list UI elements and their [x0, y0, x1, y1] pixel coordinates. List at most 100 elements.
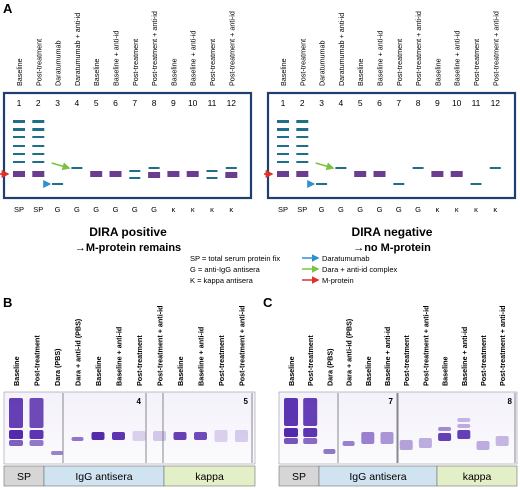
lane-number: 5	[358, 98, 363, 108]
gel-title: DIRA negative	[352, 225, 433, 239]
gel-band	[303, 428, 318, 437]
lane-antiserum: SP	[33, 205, 43, 214]
gel-band	[13, 153, 25, 155]
gel-band	[277, 128, 289, 131]
gel-band	[412, 167, 424, 169]
gel-band	[296, 128, 309, 131]
gel-band	[194, 432, 207, 440]
gel-band	[90, 171, 103, 177]
gel-band	[132, 431, 146, 441]
lane-antiserum: κ	[172, 205, 176, 214]
gel-band	[470, 183, 482, 185]
gel-band	[457, 418, 471, 422]
lane-header: Post-treatment + anti-id	[491, 11, 500, 86]
lane-antiserum: SP	[278, 205, 288, 214]
gel-subtitle: →M-protein remains	[75, 242, 181, 254]
lane-header: Post-treatment	[217, 335, 226, 386]
gel-background	[3, 391, 256, 465]
lane-number: 9	[435, 98, 440, 108]
lane-header: Post-treatment	[34, 39, 43, 86]
lane-header: Post-treatment + anti-id	[414, 11, 423, 86]
lane-antiserum: G	[151, 205, 157, 214]
lane-header: Baseline + anti-id	[383, 327, 392, 386]
lane-header: Post-treatment	[472, 39, 481, 86]
legend-definition-g: G = anti-IgG antisera	[190, 265, 261, 274]
antisera-label: kappa	[463, 471, 492, 483]
lane-antiserum: G	[74, 205, 80, 214]
gel-band	[235, 430, 248, 442]
gel-band	[9, 440, 23, 446]
lane-antiserum: κ	[455, 205, 459, 214]
gel-band	[13, 120, 25, 123]
lane-number: 4	[339, 98, 344, 108]
lane-header: Dara + anti-id (PBS)	[74, 318, 83, 386]
lane-antiserum: G	[55, 205, 61, 214]
lane-antiserum: G	[113, 205, 119, 214]
gel-band	[277, 145, 289, 147]
segment-number: 7	[389, 397, 394, 406]
gel-band	[32, 136, 45, 138]
lane-number: 12	[227, 98, 237, 108]
antisera-box	[436, 465, 518, 487]
gel-band	[9, 398, 23, 428]
gel-band	[418, 438, 432, 448]
gel-band	[277, 120, 289, 123]
gel-band	[52, 183, 64, 185]
gel-band	[438, 427, 452, 431]
gel-band	[431, 171, 444, 177]
lane-header: Dara + anti-id (PBS)	[345, 318, 354, 386]
lane-header: Baseline	[12, 356, 21, 386]
lane-header: Daratumumab + anti-id	[73, 13, 82, 86]
gel-band	[9, 430, 23, 439]
lane-header: Post-treatment + anti-id	[227, 11, 236, 86]
lane-header: Baseline + anti-id	[115, 327, 124, 386]
lane-header: Post-treatment	[33, 335, 42, 386]
lane-header: Baseline	[15, 58, 24, 86]
gel-band	[71, 437, 84, 441]
gel-band	[13, 145, 25, 147]
gel-band	[303, 438, 318, 444]
gel-band	[214, 430, 228, 442]
lane-number: 5	[94, 98, 99, 108]
gel-band	[225, 167, 237, 169]
gel-band	[450, 171, 463, 177]
gel-band	[206, 177, 218, 179]
gel-band	[129, 177, 141, 179]
gel-band	[71, 167, 83, 169]
gel-band	[373, 171, 386, 177]
gel-band	[186, 171, 199, 177]
gel-band	[206, 170, 218, 172]
lane-number: 1	[17, 98, 22, 108]
segment-number: 5	[244, 397, 249, 406]
lane-number: 11	[208, 98, 217, 108]
gel-band	[335, 167, 347, 169]
lane-header: Baseline	[433, 58, 442, 86]
gel-band	[284, 438, 298, 444]
gel-band	[277, 153, 289, 155]
gel-band	[277, 161, 289, 163]
gel-band	[489, 167, 501, 169]
lane-header: Daratumumab	[318, 40, 327, 86]
gel-band	[277, 136, 289, 138]
lane-header: Baseline	[364, 356, 373, 386]
lane-header: Post-treatment + anti-id	[498, 306, 507, 386]
gel-band	[342, 441, 355, 446]
lane-header: Post-treatment	[395, 39, 404, 86]
lane-antiserum: κ	[191, 205, 195, 214]
lane-antiserum: G	[357, 205, 363, 214]
lane-header: Baseline	[441, 356, 450, 386]
antisera-label: kappa	[195, 471, 224, 483]
gel-band	[32, 128, 45, 131]
gel-band	[112, 432, 125, 440]
lane-header: Baseline + anti-id	[453, 31, 462, 86]
lane-number: 10	[452, 98, 462, 108]
lane-antiserum: G	[93, 205, 99, 214]
gel-band	[354, 171, 367, 177]
lane-antiserum: G	[377, 205, 383, 214]
gel-band	[361, 432, 375, 444]
gel-band	[296, 145, 309, 147]
gel-band	[457, 424, 471, 428]
gel-band	[296, 120, 309, 123]
lane-antiserum: κ	[493, 205, 497, 214]
lane-header: Dara (PBS)	[325, 348, 334, 386]
